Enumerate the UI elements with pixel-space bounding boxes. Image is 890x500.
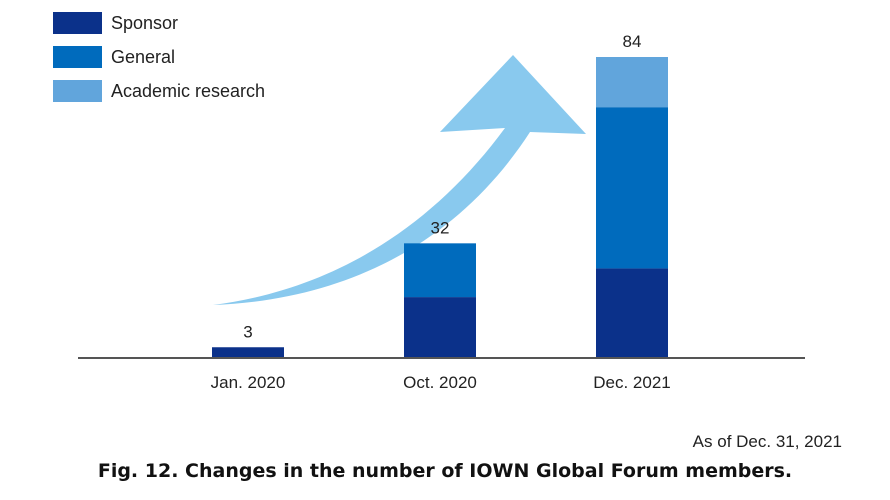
as-of-note: As of Dec. 31, 2021	[692, 432, 842, 451]
legend-label-general: General	[111, 47, 175, 67]
legend-label-sponsor: Sponsor	[111, 13, 178, 33]
bars	[212, 57, 668, 358]
legend-label-academic-research: Academic research	[111, 81, 265, 101]
total-label-jan-2020: 3	[243, 322, 252, 341]
bar-dec-2021-general	[596, 107, 668, 269]
growth-arrow-icon	[213, 55, 586, 305]
legend-swatch-general	[53, 46, 102, 68]
x-tick-labels: Jan. 2020 Oct. 2020 Dec. 2021	[211, 373, 671, 392]
total-label-dec-2021: 84	[623, 32, 642, 51]
bar-dec-2021-academic-research	[596, 57, 668, 108]
total-label-oct-2020: 32	[431, 218, 450, 237]
x-tick-dec-2021: Dec. 2021	[593, 373, 671, 392]
figure-caption: Fig. 12. Changes in the number of IOWN G…	[97, 460, 793, 482]
x-tick-oct-2020: Oct. 2020	[403, 373, 477, 392]
legend: Sponsor General Academic research	[53, 12, 265, 102]
x-tick-jan-2020: Jan. 2020	[211, 373, 286, 392]
legend-swatch-academic-research	[53, 80, 102, 102]
bar-jan-2020-sponsor	[212, 347, 284, 358]
bar-dec-2021-sponsor	[596, 268, 668, 358]
total-labels: 3 32 84	[243, 32, 641, 341]
bar-oct-2020-general	[404, 243, 476, 298]
legend-swatch-sponsor	[53, 12, 102, 34]
bar-oct-2020-sponsor	[404, 297, 476, 358]
